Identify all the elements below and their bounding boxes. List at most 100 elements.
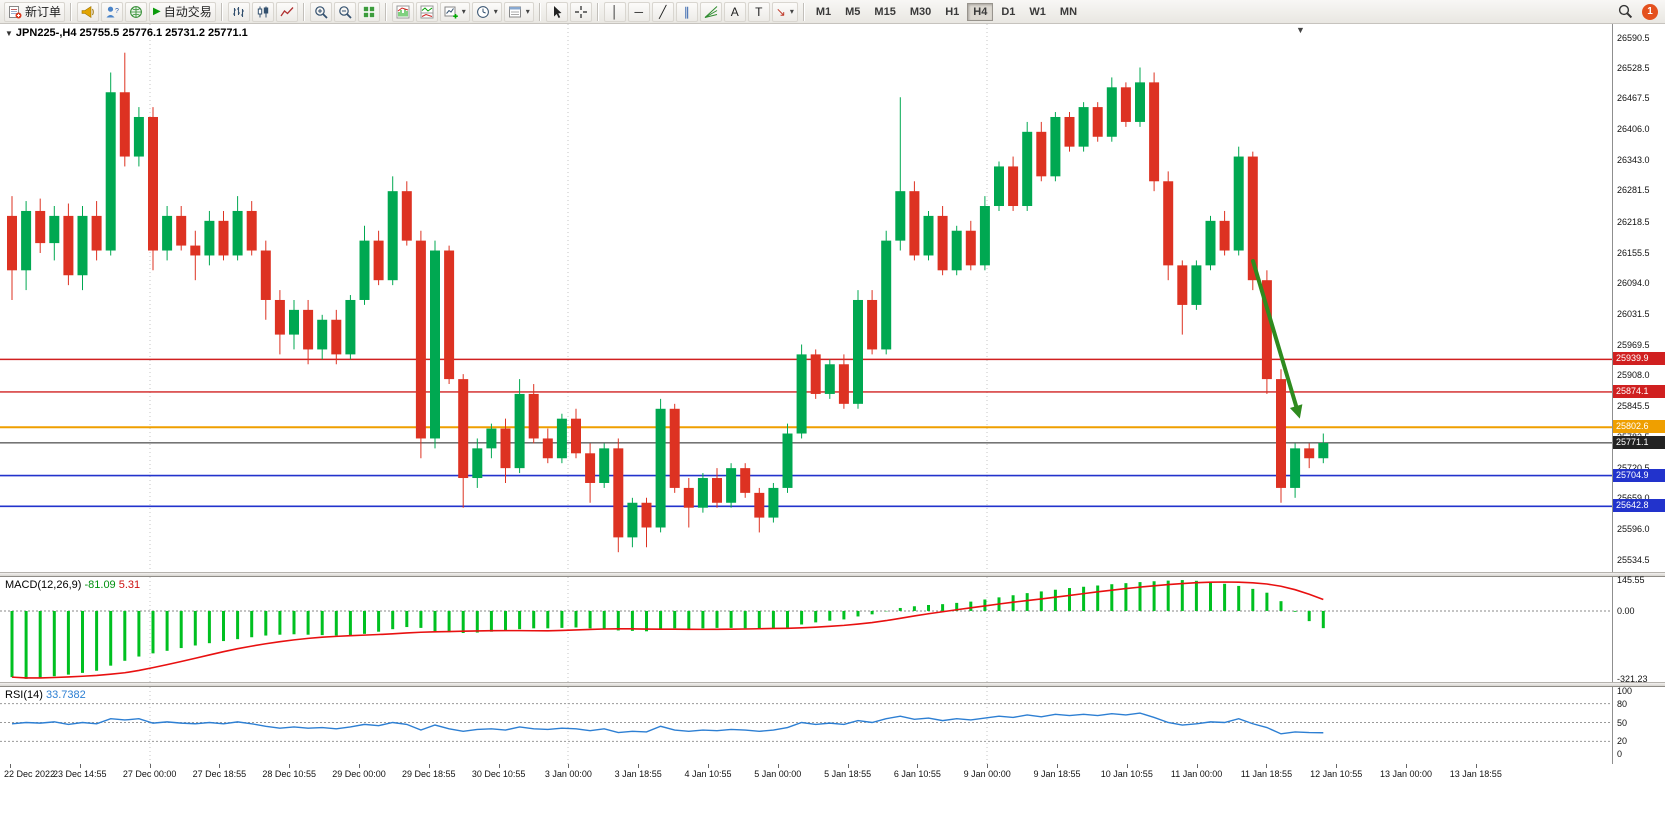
price-tick: 26155.5 [1617,247,1650,258]
price-line-label: 25704.9 [1613,468,1665,482]
time-tick [638,764,640,768]
autotrade-button[interactable]: ▶ 自动交易 [149,1,216,22]
indicators-icon [396,5,410,18]
macd-axis[interactable]: 145.55 0.00 -321.23 [1612,575,1665,685]
price-axis[interactable]: 26590.5 26528.5 26467.5 26406.0 26343.0 26281… [1612,24,1665,572]
new-chart-button[interactable]: ▾ [439,1,470,22]
channel-tool-button[interactable]: ∥ [675,1,698,22]
price-tick: 25596.0 [1617,524,1650,535]
indicators-button[interactable] [391,1,414,22]
time-label: 6 Jan 10:55 [893,769,941,779]
panel-splitter[interactable] [0,682,1665,687]
time-tick [1196,764,1198,768]
timeframe-h1-button[interactable]: H1 [939,3,965,21]
collapse-icon[interactable]: ▼ [5,29,13,38]
templates-button[interactable]: ▾ [503,1,534,22]
crosshair-button[interactable] [569,1,592,22]
periods-button[interactable]: ▾ [471,1,502,22]
time-axis[interactable]: 22 Dec 2022 23 Dec 14:55 27 Dec 00:00 27 De… [0,764,1665,782]
timeframe-w1-button[interactable]: W1 [1023,3,1052,21]
time-label: 27 Dec 18:55 [192,769,247,779]
price-tick: 26281.5 [1617,185,1650,196]
price-tick: 25659.0 [1617,493,1650,504]
time-tick [1057,764,1058,768]
rsi-tick: 0 [1617,749,1623,759]
indicator-windows-button[interactable] [415,1,438,22]
bottom-filler [0,782,1665,831]
play-icon: ▶ [153,5,161,17]
search-button[interactable] [1614,2,1637,22]
autotrade-label: 自动交易 [163,5,212,19]
vertical-line-tool-button[interactable]: │ [603,1,626,22]
time-tick [708,764,709,768]
new-order-button[interactable]: 新订单 [4,1,66,22]
time-label: 22 Dec 2022 [4,769,56,779]
time-tick [568,764,570,768]
price-tick: 26218.5 [1617,216,1650,227]
time-label: 9 Jan 00:00 [963,769,1011,779]
timeframe-h4-button[interactable]: H4 [967,2,994,21]
timeframe-d1-button[interactable]: D1 [995,3,1021,21]
timeframe-mn-button[interactable]: MN [1054,3,1083,21]
candlestick-mode-button[interactable] [251,1,274,22]
trendline-tool-button[interactable]: ╱ [651,1,674,22]
web-button[interactable] [125,1,148,22]
time-label: 5 Jan 00:00 [754,769,802,779]
toolbar-separator [70,2,73,21]
price-tick: 26094.0 [1617,278,1650,289]
chart-window: ▼ JPN225-,H4 25755.5 25776.1 25731.2 2577… [0,24,1665,831]
macd-chart[interactable] [0,577,1612,682]
rsi-panel[interactable]: RSI(14) 33.7382 100 80 50 20 0 [0,686,1665,764]
price-tick: 25534.5 [1617,554,1650,565]
fibonacci-tool-button[interactable] [699,1,722,22]
toolbar-separator [220,2,223,21]
timeframe-m30-button[interactable]: M30 [904,3,937,21]
alerts-button[interactable] [77,1,100,22]
time-label: 3 Jan 00:00 [544,769,592,779]
zoom-in-icon [314,5,328,19]
macd-label: MACD(12,26,9) -81.09 5.31 [5,579,141,591]
crosshair-icon [574,5,587,18]
price-tick: 26528.5 [1617,63,1650,74]
label-icon: T [755,4,763,19]
line-chart-mode-button[interactable] [275,1,298,22]
rsi-value: 33.7382 [45,689,86,701]
macd-panel[interactable]: MACD(12,26,9) -81.09 5.31 145.55 0.00 -321… [0,575,1665,685]
ohlc-label: 25755.5 25776.1 25731.2 25771.1 [79,27,248,39]
zoom-out-button[interactable] [333,1,356,22]
chart-shift-marker[interactable]: ▼ [1296,25,1305,35]
cursor-button[interactable] [545,1,568,22]
zoom-in-button[interactable] [309,1,332,22]
panel-splitter[interactable] [0,572,1665,577]
timeframe-group: M1 M5 M15 M30 H1 H4 D1 W1 MN [809,2,1084,21]
horizontal-line-tool-button[interactable]: ─ [627,1,650,22]
tile-windows-button[interactable] [357,1,380,22]
time-tick [149,764,151,768]
time-tick [219,764,221,768]
main-toolbar: 新订单 ? ▶ 自动交易 [0,0,1665,24]
text-tool-button[interactable]: A [723,1,746,22]
timeframe-m5-button[interactable]: M5 [839,3,866,21]
notification-badge[interactable]: 1 [1642,3,1658,20]
rsi-tick: 100 [1617,686,1633,696]
time-label: 13 Jan 00:00 [1379,769,1433,779]
channel-icon: ∥ [683,4,690,19]
community-button[interactable]: ? [101,1,124,22]
time-tick [1126,764,1128,768]
rsi-axis[interactable]: 100 80 50 20 0 [1612,686,1665,764]
timeframe-m15-button[interactable]: M15 [868,3,901,21]
time-tick [1406,764,1407,768]
rsi-tick: 80 [1617,698,1628,709]
label-tool-button[interactable]: T [747,1,770,22]
new-order-label: 新订单 [25,5,62,19]
macd-tick: -321.23 [1617,674,1648,685]
chevron-down-icon: ▾ [525,7,530,16]
price-panel[interactable]: ▼ JPN225-,H4 25755.5 25776.1 25731.2 2577… [0,24,1665,572]
bar-chart-mode-button[interactable] [227,1,250,22]
arrows-tool-button[interactable]: ↘ ▾ [771,1,798,22]
price-tick: 25720.5 [1617,463,1650,473]
rsi-chart[interactable] [0,687,1612,764]
time-label: 29 Dec 18:55 [402,769,456,779]
price-chart[interactable] [0,24,1612,572]
timeframe-m1-button[interactable]: M1 [810,3,837,21]
